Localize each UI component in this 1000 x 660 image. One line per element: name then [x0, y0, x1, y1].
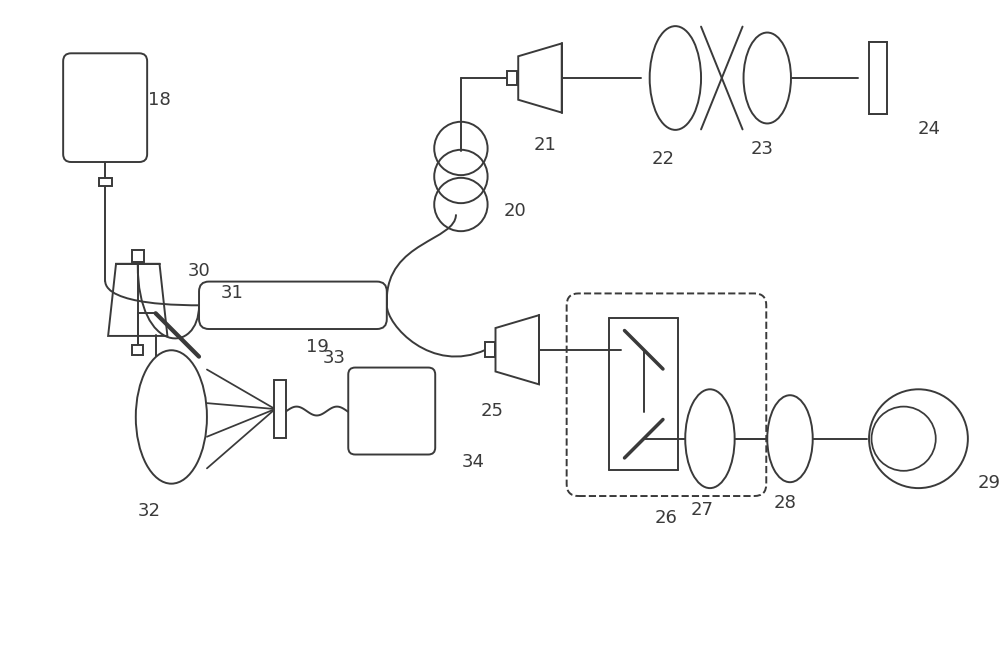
Text: 31: 31: [220, 284, 243, 302]
Bar: [869, 42, 887, 114]
Text: 20: 20: [504, 203, 527, 220]
Text: 29: 29: [978, 474, 1000, 492]
Bar: [132, 250, 144, 262]
Text: 27: 27: [691, 501, 714, 519]
Ellipse shape: [136, 350, 207, 484]
Ellipse shape: [685, 389, 735, 488]
Text: 19: 19: [306, 338, 329, 356]
Text: 25: 25: [481, 402, 504, 420]
Ellipse shape: [744, 32, 791, 123]
Text: 32: 32: [138, 502, 161, 520]
Text: 34: 34: [461, 453, 484, 471]
Text: 28: 28: [774, 494, 796, 512]
Ellipse shape: [650, 26, 701, 130]
Bar: [274, 380, 286, 438]
FancyBboxPatch shape: [199, 282, 387, 329]
Ellipse shape: [767, 395, 813, 482]
Bar: [99, 178, 112, 185]
Text: 22: 22: [652, 150, 675, 168]
Text: 18: 18: [148, 90, 171, 109]
Text: 24: 24: [918, 120, 941, 139]
Text: 23: 23: [751, 140, 774, 158]
FancyBboxPatch shape: [348, 368, 435, 455]
Bar: [132, 345, 143, 354]
Text: 33: 33: [323, 348, 346, 367]
Text: 21: 21: [533, 136, 556, 154]
Bar: [485, 343, 495, 357]
Text: 30: 30: [188, 262, 210, 280]
Bar: [507, 71, 517, 85]
FancyBboxPatch shape: [63, 53, 147, 162]
Text: 26: 26: [655, 509, 678, 527]
